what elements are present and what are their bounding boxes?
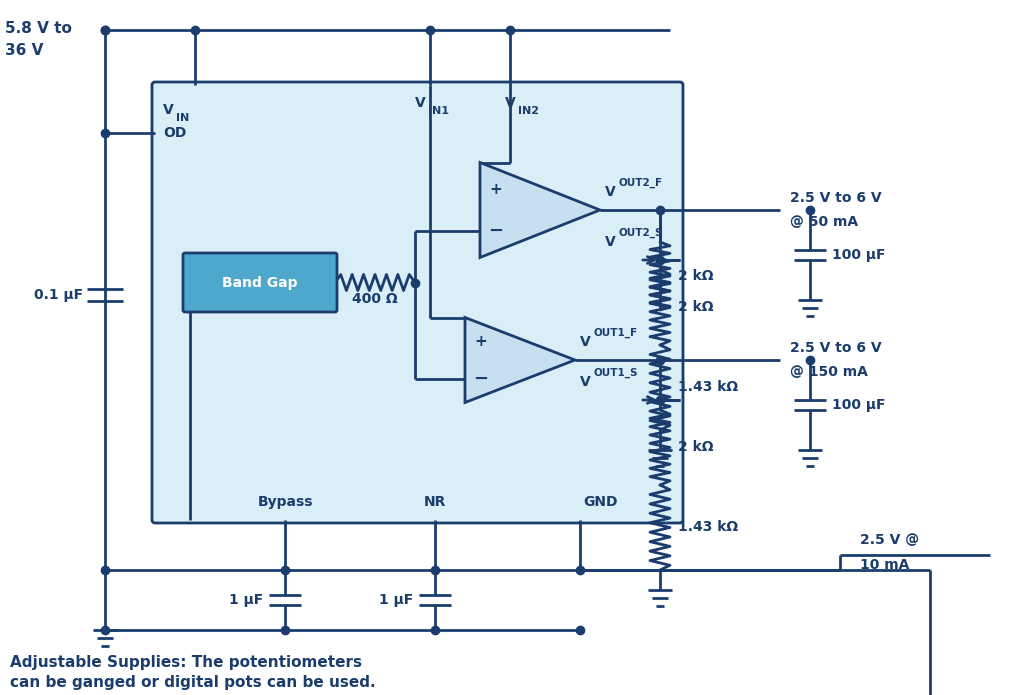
Text: 5.8 V to: 5.8 V to [5, 20, 71, 35]
Text: 2 kΩ: 2 kΩ [678, 300, 714, 314]
Text: GND: GND [583, 495, 617, 509]
Polygon shape [480, 163, 600, 258]
Text: Bypass: Bypass [257, 495, 313, 509]
Text: @ 50 mA: @ 50 mA [790, 215, 858, 229]
Text: +: + [474, 334, 487, 349]
Text: OD: OD [163, 126, 186, 140]
Text: OUT1_S: OUT1_S [593, 368, 637, 378]
Text: 2 kΩ: 2 kΩ [678, 440, 714, 454]
Text: IN2: IN2 [518, 106, 539, 116]
Text: Adjustable Supplies: The potentiometers: Adjustable Supplies: The potentiometers [10, 655, 362, 669]
Text: 1 μF: 1 μF [229, 593, 263, 607]
Text: V: V [415, 96, 426, 110]
FancyBboxPatch shape [152, 82, 683, 523]
Text: OUT2_S: OUT2_S [618, 228, 662, 238]
Text: V: V [605, 185, 615, 199]
Text: 2.5 V to 6 V: 2.5 V to 6 V [790, 341, 882, 355]
Text: +: + [490, 181, 502, 197]
Text: 36 V: 36 V [5, 42, 44, 58]
Text: V: V [580, 335, 591, 349]
Text: 1.43 kΩ: 1.43 kΩ [678, 520, 738, 534]
Text: NR: NR [424, 495, 447, 509]
Text: V: V [163, 103, 174, 117]
Text: 100 μF: 100 μF [832, 248, 886, 262]
Polygon shape [465, 318, 575, 402]
Text: 1.43 kΩ: 1.43 kΩ [678, 380, 738, 394]
Text: 2.5 V @: 2.5 V @ [860, 533, 919, 547]
Text: OUT2_F: OUT2_F [618, 178, 662, 188]
Text: 2.5 V to 6 V: 2.5 V to 6 V [790, 191, 882, 205]
Text: 2 kΩ: 2 kΩ [678, 269, 714, 283]
Text: −: − [488, 222, 503, 240]
Text: Band Gap: Band Gap [223, 275, 297, 290]
Text: V: V [605, 235, 615, 249]
Text: 100 μF: 100 μF [832, 398, 886, 412]
Text: IN: IN [176, 113, 190, 123]
Text: IN1: IN1 [428, 106, 449, 116]
FancyBboxPatch shape [183, 253, 337, 312]
Text: 400 Ω: 400 Ω [352, 291, 398, 306]
Text: V: V [580, 375, 591, 389]
Text: −: − [473, 370, 489, 388]
Text: V: V [505, 96, 516, 110]
Text: 1 μF: 1 μF [379, 593, 413, 607]
Text: can be ganged or digital pots can be used.: can be ganged or digital pots can be use… [10, 676, 376, 691]
Text: 0.1 µF: 0.1 µF [34, 288, 83, 302]
Text: OUT1_F: OUT1_F [593, 328, 637, 338]
Text: 10 mA: 10 mA [860, 558, 910, 572]
Text: @ 150 mA: @ 150 mA [790, 365, 868, 379]
